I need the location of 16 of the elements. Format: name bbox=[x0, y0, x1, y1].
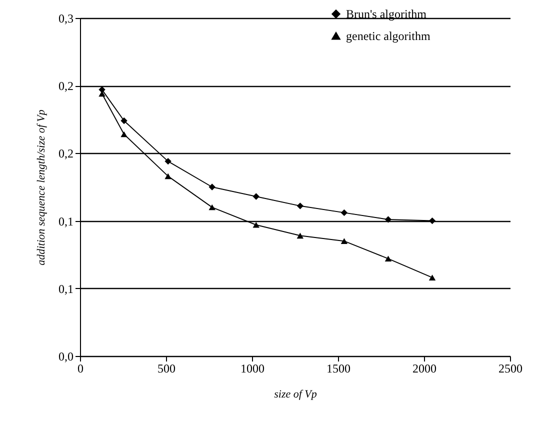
y-tick-label: 0,2 bbox=[58, 79, 74, 94]
legend-label: genetic algorithm bbox=[346, 29, 431, 43]
y-tick-label: 0,0 bbox=[58, 350, 74, 364]
x-tick-label: 1000 bbox=[240, 362, 264, 376]
x-tick-label: 2000 bbox=[412, 362, 436, 376]
x-axis-title: size of Vp bbox=[274, 388, 318, 400]
x-tick-label: 2500 bbox=[498, 362, 522, 376]
y-axis-title: addition sequence length/size of Vp bbox=[36, 109, 48, 266]
x-tick-label: 500 bbox=[158, 362, 176, 376]
y-tick-label: 0,1 bbox=[58, 282, 74, 296]
x-tick-label: 0 bbox=[78, 362, 84, 376]
x-tick-label: 1500 bbox=[326, 362, 350, 376]
y-tick-label: 0,2 bbox=[58, 146, 74, 161]
y-tick-label: 0,1 bbox=[58, 214, 74, 228]
y-tick-label: 0,3 bbox=[58, 12, 74, 26]
legend-label: Brun's algorithm bbox=[346, 7, 428, 21]
